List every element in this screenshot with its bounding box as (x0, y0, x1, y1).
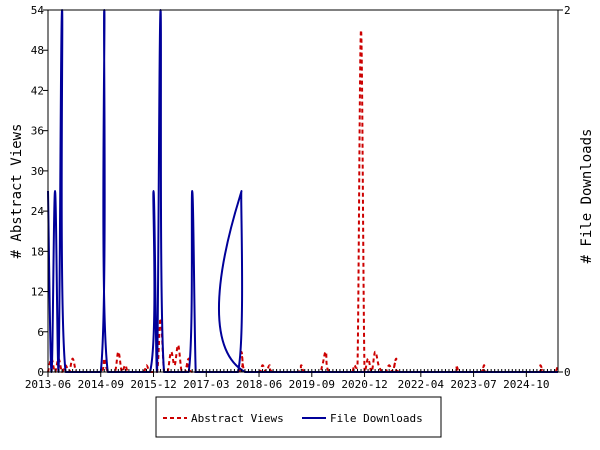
y-tick-label-left: 48 (31, 44, 44, 57)
x-tick-label: 2020-12 (341, 378, 387, 391)
y-tick-label-left: 0 (37, 366, 44, 379)
legend-box (155, 396, 442, 438)
y-axis-title-left: # Abstract Views (9, 124, 25, 259)
plot-frame (47, 9, 559, 373)
y-tick-label-left: 12 (31, 286, 44, 299)
y-tick-label-left: 6 (37, 326, 44, 339)
series-layer (47, 9, 559, 374)
y-tick-label-left: 36 (31, 125, 44, 138)
x-tick-label: 2018-06 (236, 378, 282, 391)
axes-layer: 0 6 12 18 24 30 36 42 48 54 0 2 2013-06 2014-09 2015-1… (25, 4, 571, 391)
x-minor-ticks (47, 369, 559, 372)
x-tick-label: 2019-09 (289, 378, 335, 391)
x-tick-label: 2024-10 (503, 378, 549, 391)
legend-label-file-downloads: File Downloads (330, 412, 423, 425)
x-tick-label: 2017-03 (183, 378, 229, 391)
y-tick-label-left: 18 (31, 245, 44, 258)
y-tick-label-left: 30 (31, 165, 44, 178)
series-line-abstract-views (47, 29, 559, 373)
y-tick-label-left: 54 (31, 4, 45, 17)
legend-label-abstract-views: Abstract Views (191, 412, 284, 425)
x-tick-label: 2013-06 (25, 378, 71, 391)
x-tick-label: 2023-07 (450, 378, 496, 391)
x-tick-label: 2022-04 (398, 378, 445, 391)
series-line-file-downloads (47, 9, 558, 374)
y-tick-label-left: 24 (31, 205, 45, 218)
y-tick-label-left: 42 (31, 84, 44, 97)
y-tick-label-right: 0 (564, 366, 571, 379)
x-tick-label: 2014-09 (78, 378, 124, 391)
y-tick-label-right: 2 (564, 4, 571, 17)
legend: Abstract Views File Downloads (155, 396, 442, 438)
y-axis-title-right: # File Downloads (579, 129, 595, 264)
x-tick-label: 2015-12 (130, 378, 176, 391)
